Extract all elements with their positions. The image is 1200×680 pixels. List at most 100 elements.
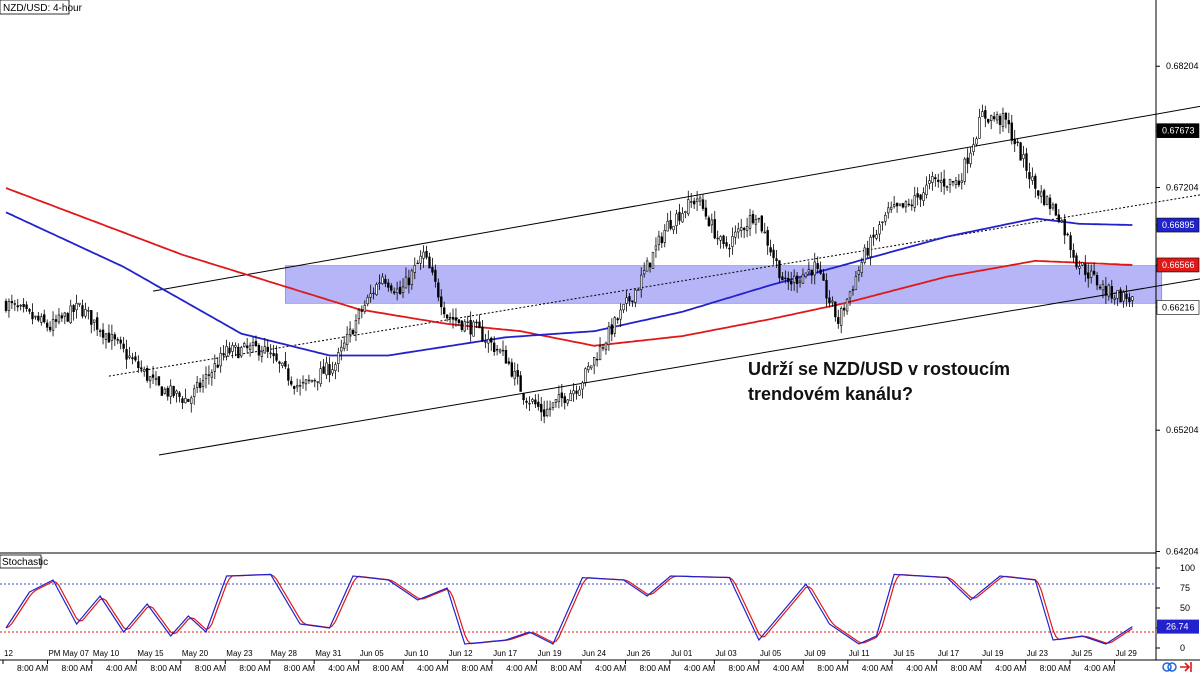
candle [340,339,343,361]
candle-body-up [566,399,569,404]
candle [34,315,37,320]
candle [237,343,240,359]
candle [166,385,169,401]
scroll-to-end-icon[interactable] [1180,662,1192,672]
candle [792,269,796,291]
candle [598,337,602,361]
candle [160,386,164,396]
candle [701,194,705,211]
candle [892,195,896,209]
candle-body-down [775,258,778,262]
candle [801,268,805,284]
candle-body-up [969,152,972,165]
candle [754,214,758,234]
link-icon[interactable] [1162,662,1177,672]
candle [845,297,849,315]
candle [101,323,105,345]
candle [737,222,740,239]
candle [910,199,913,211]
candle-body-down [701,199,705,209]
candle-body-up [204,374,208,380]
candle [772,243,775,265]
candle-body-up [513,370,516,379]
candle [304,379,308,391]
candle [1098,284,1102,290]
candle-body-down [1095,274,1099,286]
candle [769,239,772,257]
candle-body-down [431,266,434,273]
candle-body-up [548,407,552,410]
candle [1087,263,1090,288]
candle [345,326,349,351]
candle-body-up [922,192,925,202]
candle [660,232,663,248]
candle-body-up [195,382,199,388]
candle [404,267,408,289]
candle-body-up [463,321,466,332]
x-date-label: May 20 [182,649,209,658]
price-tag-label: 0.66216 [1162,302,1195,312]
candle-body-up [875,234,878,239]
candle-body-down [984,110,987,119]
candle-body-down [934,177,937,180]
candle-body-up [19,304,22,307]
candle-body-down [113,334,116,340]
x-time-label: 4:00 AM [995,663,1026,673]
candle-body-down [272,353,275,357]
candle-body-down [66,313,69,322]
x-time-label: 4:00 AM [906,663,937,673]
candle-body-up [345,334,349,345]
candle [895,202,899,213]
candle [260,345,264,363]
candle [1084,255,1087,282]
x-time-label: 8:00 AM [61,663,92,673]
candle [716,230,719,246]
candle-body-down [266,346,269,352]
candle-body-up [807,269,811,273]
candle-body-down [910,204,913,207]
candle [493,336,496,356]
candle [948,178,952,193]
candle-body-up [681,213,684,223]
candle [542,400,546,424]
x-time-label: 4:00 AM [106,663,137,673]
candle [931,171,934,191]
candle [616,317,619,324]
candle [410,268,414,290]
candle [810,269,813,284]
stochastic-value-tag: 26.74 [1157,619,1199,634]
candle-body-up [1101,284,1105,291]
candle-body-up [331,369,334,374]
candle [692,197,696,210]
candle [387,278,390,292]
candle [672,225,675,235]
x-date-label: Jul 17 [938,649,960,658]
candle-body-up [613,317,616,334]
candle-body-down [1004,112,1008,120]
candle [795,271,799,293]
candle [319,361,322,387]
candle-body-down [457,319,461,323]
candle [275,345,278,363]
candle [507,357,511,366]
candle-body-down [228,347,231,354]
candle-body-up [401,286,405,293]
channel-lower-line [158,278,1200,456]
candle [1045,195,1049,206]
candle [31,303,34,325]
candle-body-up [234,345,237,348]
candle [831,296,834,307]
candle [834,301,837,322]
candle-body-up [422,251,425,259]
candle-body-up [698,197,702,202]
candle [19,304,22,311]
candle-body-up [757,217,761,220]
candle-body-up [1001,113,1005,127]
candle-body-down [387,282,390,288]
candle-body-up [528,402,531,405]
candle [287,364,290,386]
candle-body-down [275,353,278,361]
candle [1042,188,1046,207]
candle [913,186,916,212]
